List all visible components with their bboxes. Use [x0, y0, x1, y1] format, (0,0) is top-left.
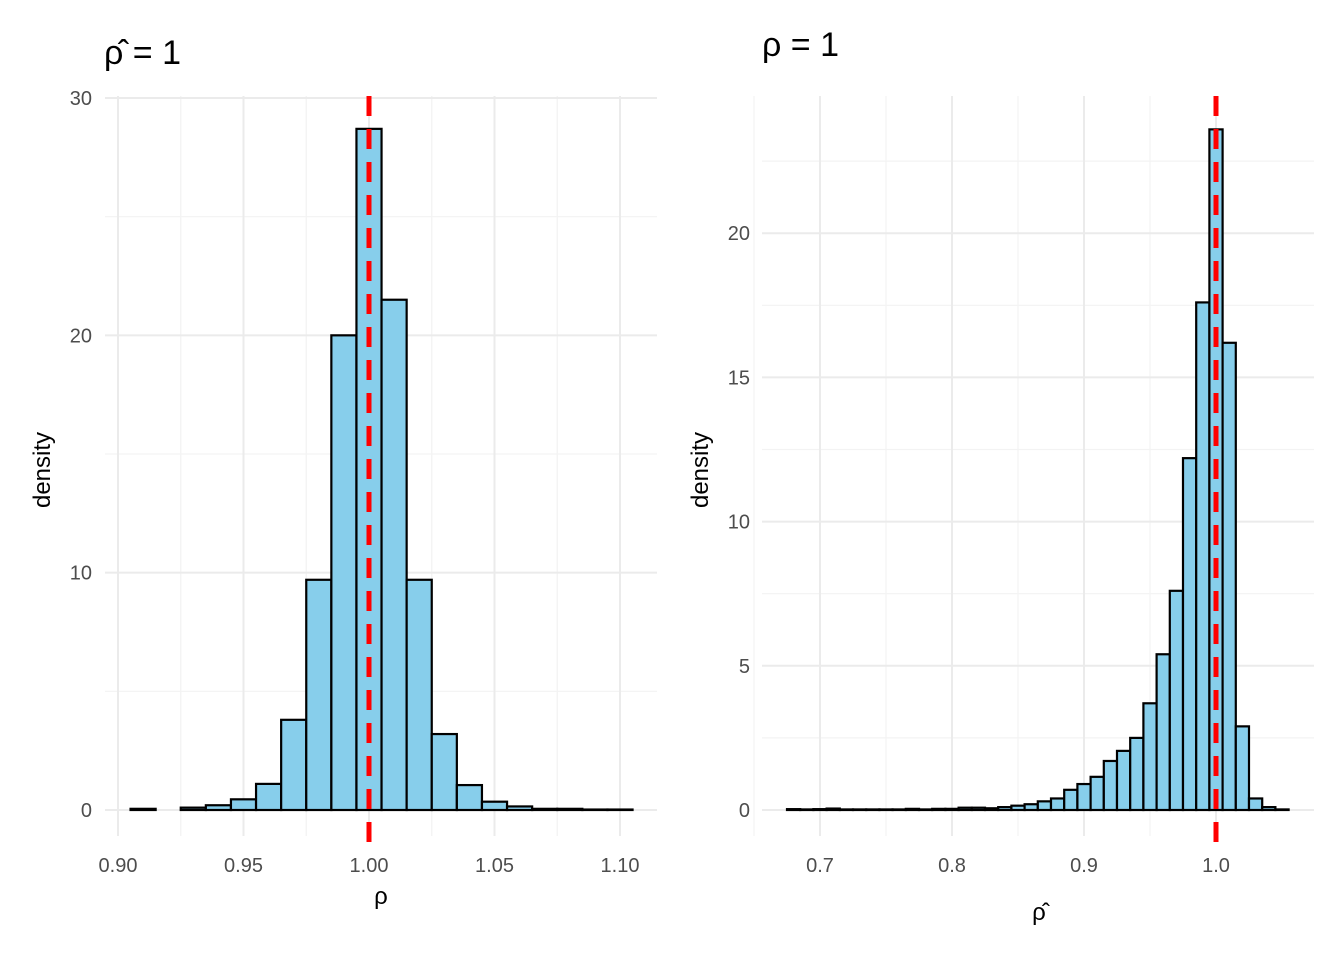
histogram-bar [129, 807, 157, 812]
histogram-bar [1195, 301, 1211, 812]
histogram-bar [430, 732, 458, 812]
histogram-bar [785, 808, 802, 812]
histogram-bar [1049, 797, 1066, 812]
histogram-bar [1129, 736, 1145, 812]
x-tick-label: 1.05 [475, 855, 514, 877]
x-tick-label: 1.0 [1202, 855, 1230, 877]
histogram-bar [229, 798, 258, 812]
histogram-bar [1181, 457, 1198, 812]
histogram-bar [380, 298, 408, 812]
histogram-bar [1155, 653, 1171, 812]
y-tick-label: 30 [70, 88, 92, 110]
right-panel-x-axis-label: ρ̂ [1032, 899, 1050, 926]
histogram-bar [280, 718, 308, 812]
histogram-bar [970, 806, 987, 812]
histogram-bar [904, 807, 921, 812]
left-histogram-panel: ρ̂ = 1 0.90 0.95 1.00 1.05 1.10 0 10 20 30 ρ de… [29, 34, 657, 910]
histogram-bar [825, 807, 841, 812]
histogram-bar [1168, 589, 1185, 812]
histogram-bar [1115, 749, 1132, 812]
y-tick-label: 20 [70, 325, 92, 347]
histogram-bar [851, 808, 868, 812]
histogram-bar [305, 578, 333, 812]
histogram-bar [997, 806, 1013, 812]
right-panel-y-ticks: 0 5 10 15 20 [728, 223, 750, 822]
left-panel-title: ρ̂ = 1 [104, 34, 181, 72]
histogram-bar [531, 807, 559, 812]
x-tick-label: 0.7 [806, 855, 834, 877]
y-tick-label: 0 [739, 800, 750, 822]
histogram-bar [878, 808, 894, 812]
histogram-bar [1142, 702, 1158, 812]
histogram-bar [204, 804, 233, 812]
x-tick-label: 0.95 [224, 855, 263, 877]
histogram-bar [838, 808, 855, 812]
x-tick-label: 1.10 [601, 855, 640, 877]
histogram-bar [480, 800, 509, 812]
histogram-bar [1076, 782, 1092, 812]
histogram-bar [931, 807, 947, 812]
histogram-bar [1010, 804, 1026, 812]
histogram-bar [556, 807, 584, 812]
histogram-bar [812, 808, 828, 812]
left-panel-y-ticks: 0 10 20 30 [70, 88, 92, 822]
histogram-bar [983, 807, 1000, 812]
left-panel-x-ticks: 0.90 0.95 1.00 1.05 1.10 [99, 855, 640, 877]
histogram-bar [944, 807, 960, 812]
histogram-bar [330, 334, 358, 812]
right-panel-x-ticks: 0.7 0.8 0.9 1.0 [806, 855, 1230, 877]
right-panel-title: ρ = 1 [762, 26, 839, 64]
right-histogram-panel: ρ = 1 0.7 0.8 0.9 1.0 0 5 10 15 20 ρ̂ density [687, 26, 1314, 926]
histogram-bar [1089, 775, 1105, 812]
y-tick-label: 10 [70, 563, 92, 585]
left-panel-y-axis-label: density [29, 432, 56, 508]
histogram-bar [865, 808, 881, 812]
histogram-bar [1036, 800, 1053, 812]
y-tick-label: 5 [739, 656, 750, 678]
histogram-bar [179, 806, 207, 812]
histogram-bar [1274, 808, 1290, 812]
histogram-bar [405, 578, 433, 812]
histogram-bar [891, 808, 907, 812]
histogram-bar [1023, 803, 1039, 812]
right-panel-bars [785, 128, 1290, 812]
histogram-bar [1247, 797, 1264, 812]
y-tick-label: 0 [81, 800, 92, 822]
y-tick-label: 20 [728, 223, 750, 245]
left-panel-x-axis-label: ρ [374, 883, 388, 910]
y-tick-label: 15 [728, 367, 750, 389]
histogram-bar [1261, 806, 1277, 812]
histogram-bar [1221, 341, 1237, 812]
histogram-bar [505, 805, 534, 812]
histogram-bar [455, 783, 484, 812]
histogram-bar [1102, 759, 1119, 812]
x-tick-label: 0.90 [99, 855, 138, 877]
histogram-bar [1063, 788, 1079, 812]
x-tick-label: 0.8 [938, 855, 966, 877]
histogram-bar [957, 806, 973, 812]
y-tick-label: 10 [728, 512, 750, 534]
histogram-bar [799, 808, 815, 812]
right-panel-y-axis-label: density [687, 432, 714, 508]
histogram-bar [1234, 725, 1251, 812]
x-tick-label: 1.00 [350, 855, 389, 877]
histogram-bar [917, 808, 934, 812]
x-tick-label: 0.9 [1070, 855, 1098, 877]
histogram-bar [254, 782, 283, 812]
